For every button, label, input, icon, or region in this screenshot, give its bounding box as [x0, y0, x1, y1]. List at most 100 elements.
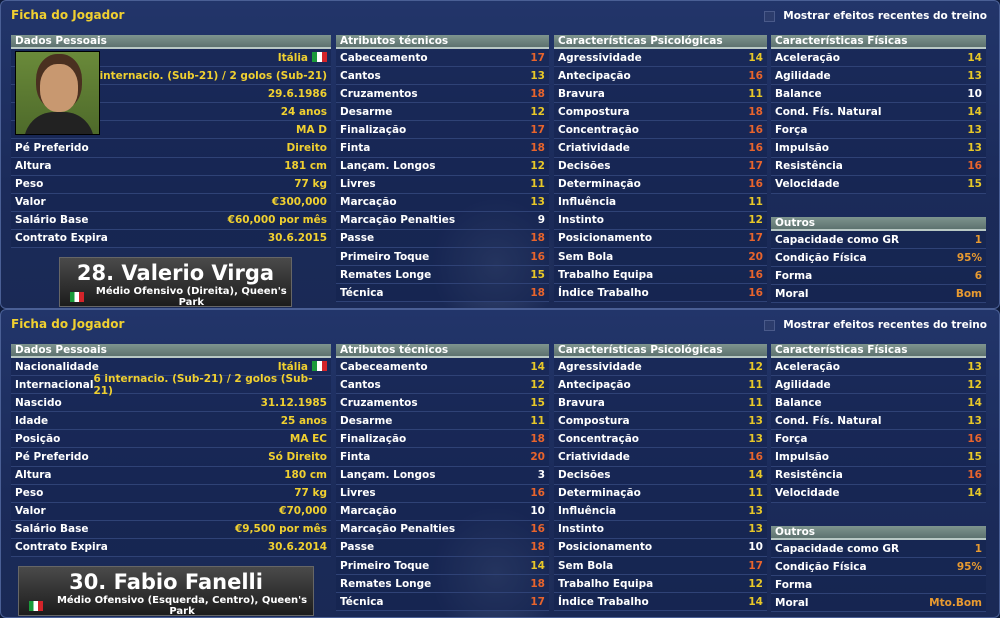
attribute-value: 14 [967, 487, 982, 500]
attribute-value: 18 [530, 142, 545, 155]
row-value: Só Direito [268, 451, 327, 464]
attribute-name: Impulsão [775, 142, 829, 155]
attribute-name: Compostura [558, 105, 630, 118]
player-subtitle: Médio Ofensivo (Esquerda, Centro), Queen… [19, 595, 313, 617]
attribute-row: Capacidade como GR 1 [771, 540, 986, 559]
attribute-row: Remates Longe 15 [336, 266, 549, 285]
attribute-name: Resistência [775, 469, 843, 482]
attribute-name: Influência [558, 196, 617, 209]
attribute-row: Impulsão 13 [771, 139, 986, 158]
attribute-row: Sem Bola 17 [554, 557, 767, 576]
attribute-value: 10 [967, 87, 982, 100]
training-effects-toggle[interactable]: Mostrar efeitos recentes do treino [764, 319, 987, 331]
attribute-name: Desarme [340, 105, 393, 118]
attribute-row: Impulsão 15 [771, 448, 986, 467]
attribute-name: Cabeceamento [340, 51, 428, 64]
attribute-row: Posicionamento 10 [554, 538, 767, 558]
attribute-name: Marcação Penalties [340, 523, 456, 536]
attribute-value: 12 [748, 360, 763, 373]
attribute-name: Passe [340, 541, 375, 554]
attribute-name: Primeiro Toque [340, 559, 430, 572]
attribute-row: Decisões 14 [554, 466, 767, 485]
attribute-row: Finta 18 [336, 139, 549, 158]
panel-title: Ficha do Jogador [11, 8, 125, 22]
attribute-value: 12 [530, 378, 545, 391]
attribute-name: Concentração [558, 432, 640, 445]
attribute-value: 13 [748, 432, 763, 445]
attribute-name: Criatividade [558, 451, 630, 464]
checkbox[interactable] [764, 10, 776, 22]
row-value: MA EC [289, 432, 327, 445]
attribute-name: Capacidade como GR [775, 233, 900, 246]
attribute-row: Aceleração 13 [771, 358, 986, 377]
row-value-wrap: 20 internacio. (Sub-21) / 2 golos (Sub-2… [81, 70, 327, 82]
attribute-value: Bom [955, 287, 982, 300]
row-value: 6 internacio. (Sub-21) / 2 golos (Sub-21… [93, 372, 313, 397]
row-value-wrap: €70,000 [279, 505, 327, 517]
row-label: Altura [15, 469, 52, 482]
row-label: Valor [15, 196, 46, 209]
attribute-name: Passe [340, 232, 375, 245]
physical-attributes-section: Características Físicas Aceleração 14 Agili… [771, 35, 986, 194]
attribute-value: 12 [530, 160, 545, 173]
attribute-name: Balance [775, 396, 822, 409]
technical-attributes-section: Atributos técnicos Cabeceamento 14 Cantos 12… [336, 344, 549, 612]
attribute-value: 12 [748, 577, 763, 590]
attribute-name: Cantos [340, 378, 381, 391]
attribute-name: Instinto [558, 214, 604, 227]
attribute-row: Compostura 13 [554, 412, 767, 431]
attribute-name: Marcação [340, 505, 397, 518]
attribute-name: Cond. Fís. Natural [775, 105, 882, 118]
section-header: Características Psicológicas [554, 344, 767, 358]
attribute-name: Capacidade como GR [775, 542, 900, 555]
row-value-wrap: 30.6.2015 [268, 232, 327, 244]
attribute-row: Resistência 16 [771, 157, 986, 176]
row-value-wrap: Direito [287, 142, 327, 154]
attribute-row: Passe 18 [336, 229, 549, 249]
row-value: 25 anos [280, 414, 327, 427]
attribute-value: 12 [748, 214, 763, 227]
attribute-row: Finalização 17 [336, 121, 549, 140]
personal-row: Contrato Expira 30.6.2015 [11, 229, 331, 249]
italy-flag-icon [312, 51, 327, 62]
row-value: Itália [277, 51, 308, 64]
personal-data-section: Dados Pessoais Nacionalidade Itália Interna… [11, 344, 331, 558]
attribute-row: Concentração 16 [554, 121, 767, 140]
attribute-name: Marcação Penalties [340, 214, 456, 227]
attribute-value: 16 [748, 286, 763, 299]
row-label: Altura [15, 160, 52, 173]
attribute-name: Cond. Fís. Natural [775, 414, 882, 427]
attribute-value: 14 [748, 595, 763, 608]
attribute-row: Remates Longe 18 [336, 575, 549, 594]
photo-face [40, 64, 78, 112]
attribute-row: Agilidade 13 [771, 67, 986, 86]
attribute-value: 14 [967, 105, 982, 118]
attribute-value: 13 [748, 414, 763, 427]
attribute-row: Cabeceamento 14 [336, 358, 549, 377]
row-value: 30.6.2015 [267, 232, 327, 245]
attribute-value: 16 [530, 250, 545, 263]
row-value-wrap: 29.6.1986 [268, 88, 327, 100]
attribute-row: Balance 10 [771, 85, 986, 104]
attribute-row: Finalização 18 [336, 430, 549, 449]
training-effects-toggle[interactable]: Mostrar efeitos recentes do treino [764, 10, 987, 22]
attribute-value: Mto.Bom [929, 596, 982, 609]
attribute-name: Antecipação [558, 69, 631, 82]
row-value: 77 kg [294, 487, 327, 500]
attribute-row: Agressividade 12 [554, 358, 767, 377]
personal-row: Pé Preferido Direito [11, 139, 331, 158]
attribute-name: Finta [340, 142, 371, 155]
attribute-row: Posicionamento 17 [554, 229, 767, 249]
player-card: Ficha do Jogador Mostrar efeitos recentes… [0, 309, 1000, 618]
checkbox[interactable] [764, 319, 776, 331]
personal-row: Pé Preferido Só Direito [11, 448, 331, 467]
other-attributes-section: Outros Capacidade como GR 1 Condição Física… [771, 217, 986, 304]
attribute-row: Passe 18 [336, 538, 549, 558]
player-position-club: Médio Ofensivo (Direita), Queen's Park [95, 286, 287, 308]
attribute-value: 16 [530, 523, 545, 536]
attribute-value: 16 [530, 487, 545, 500]
attribute-name: Instinto [558, 523, 604, 536]
attribute-value: 18 [530, 286, 545, 299]
attribute-row: Condição Física 95% [771, 249, 986, 268]
attribute-value: 17 [748, 160, 763, 173]
